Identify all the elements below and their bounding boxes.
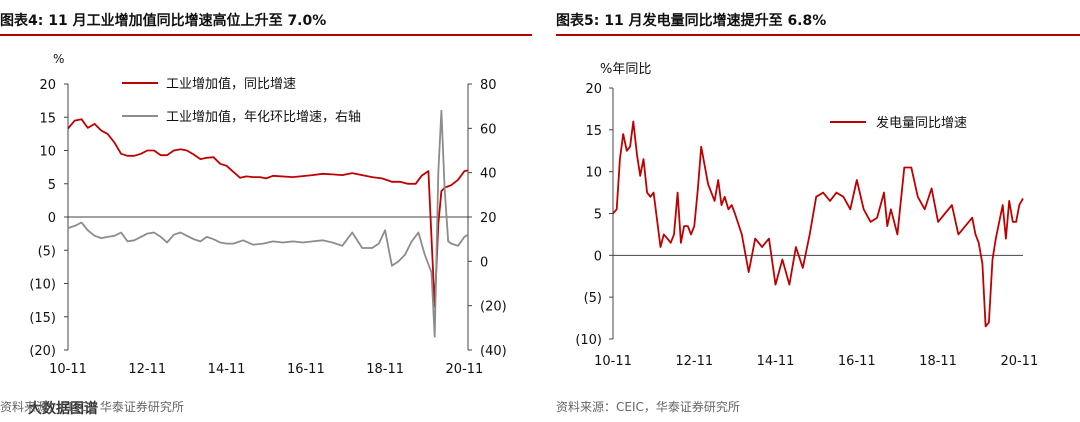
right-title-rule [556, 34, 1080, 36]
left-y-tick-label: (5) [38, 244, 56, 259]
left-series-line-1 [67, 118, 469, 308]
right-x-tick-label: 16-11 [838, 354, 876, 369]
right-y-tick-label: (5) [584, 291, 602, 306]
right-chart-title: 图表5: 11 月发电量同比增速提升至 6.8% [556, 13, 827, 29]
left-x-tick-label: 16-11 [287, 362, 325, 377]
left-y2-tick-label: 80 [480, 78, 497, 93]
left-legend-label: 工业增加值，年化环比增速，右轴 [166, 109, 361, 125]
right-x-tick-label: 10-11 [594, 354, 632, 369]
right-y-tick-label: (10) [575, 333, 602, 348]
left-title-rule [0, 34, 532, 36]
left-legend-label: 工业增加值，同比增速 [166, 76, 296, 92]
left-y-tick-label: (15) [29, 311, 56, 326]
right-x-tick-label: 20-11 [1000, 354, 1038, 369]
right-y-tick-label: 5 [594, 208, 602, 223]
left-y2-tick-label: 0 [480, 255, 488, 270]
left-x-tick-label: 18-11 [366, 362, 404, 377]
right-y-tick-label: 20 [585, 82, 602, 97]
right-x-tick-label: 18-11 [919, 354, 957, 369]
left-y-tick-label: (10) [29, 278, 56, 293]
left-y-tick-label: 15 [39, 111, 56, 126]
left-chart-svg: % 20 15 10 5 0 (5) (10) (15) (20) 80 60 40 20 0 (20) (40… [28, 52, 507, 417]
right-chart-panel: 图表5: 11 月发电量同比增速提升至 6.8% %年同比 20 15 10 5 0 (5)… [556, 0, 1080, 422]
left-chart-title: 图表4: 11 月工业增加值同比增速高位上升至 7.0% [0, 13, 327, 29]
left-y-tick-label: (20) [29, 344, 56, 359]
left-watermark: 大数据图谱 [28, 400, 98, 417]
right-unit-label: %年同比 [600, 62, 651, 77]
left-y-tick-label: 10 [39, 145, 56, 160]
right-y-tick-label: 10 [585, 166, 602, 181]
left-x-tick-label: 10-11 [49, 362, 87, 377]
left-source-note: 资料来源：CEIC，华泰证券研究所 [0, 400, 184, 414]
right-x-tick-label: 12-11 [675, 354, 713, 369]
left-y2-tick-label: 40 [480, 167, 497, 182]
left-y2-tick-label: 20 [480, 211, 497, 226]
left-series-line-2 [67, 109, 469, 338]
right-legend-label: 发电量同比增速 [876, 115, 967, 131]
left-y2-tick-label: (40) [480, 344, 507, 359]
right-y-tick-label: 15 [585, 124, 602, 139]
left-x-tick-label: 20-11 [446, 362, 484, 377]
left-y2-tick-label: 60 [480, 122, 497, 137]
right-y-tick-label: 0 [594, 249, 602, 264]
left-y2-tick-label: (20) [480, 300, 507, 315]
left-unit-label: % [53, 52, 64, 66]
right-chart-svg: %年同比 20 15 10 5 0 (5) (10) 10-11 12-11 14-11 16-11 1… [575, 62, 1038, 369]
right-x-tick-label: 14-11 [757, 354, 795, 369]
left-chart-panel: 图表4: 11 月工业增加值同比增速高位上升至 7.0% % 20 15 10 5 0 (5… [0, 0, 532, 422]
left-x-tick-label: 12-11 [128, 362, 166, 377]
right-source-note: 资料来源：CEIC，华泰证券研究所 [556, 400, 740, 414]
left-x-tick-label: 14-11 [208, 362, 246, 377]
left-y-tick-label: 20 [39, 78, 56, 93]
left-y-tick-label: 5 [48, 178, 56, 193]
right-series-line-1 [612, 120, 1024, 328]
left-y-tick-label: 0 [48, 211, 56, 226]
